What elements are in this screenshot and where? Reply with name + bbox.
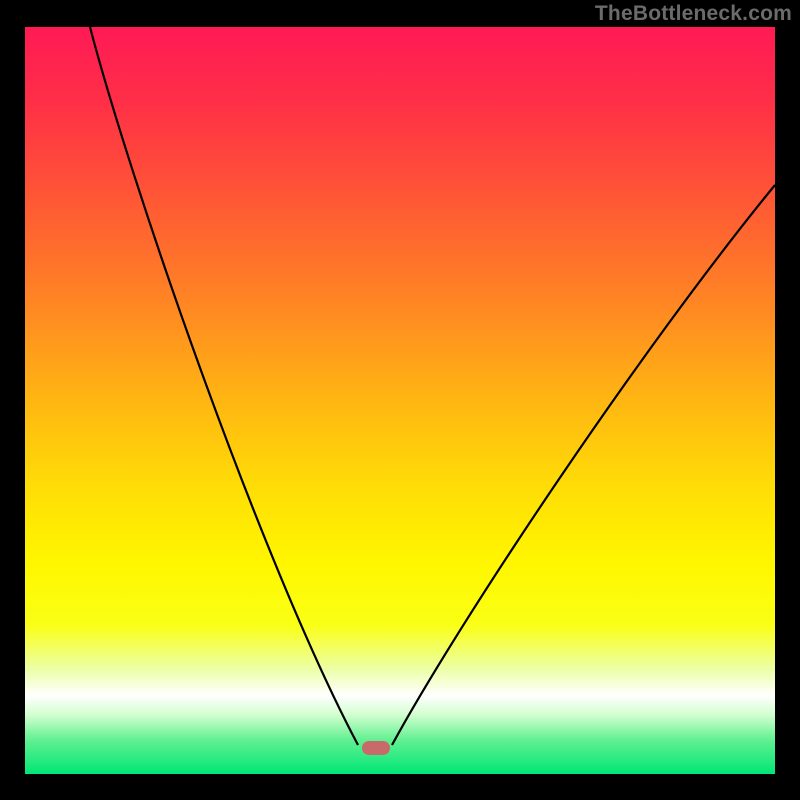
bottleneck-curve-chart	[0, 0, 800, 800]
plot-background	[25, 27, 775, 774]
valley-marker	[362, 741, 390, 755]
watermark-text: TheBottleneck.com	[595, 2, 792, 26]
chart-container: TheBottleneck.com	[0, 0, 800, 800]
